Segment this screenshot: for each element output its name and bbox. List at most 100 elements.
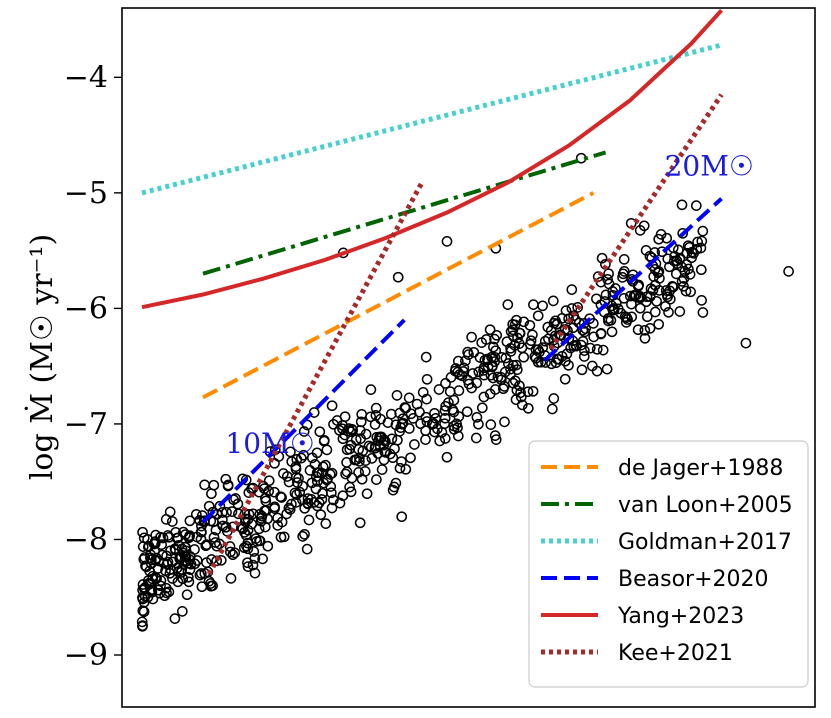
scatter-point: [173, 540, 184, 551]
scatter-point: [513, 338, 525, 349]
scatter-point: [301, 543, 313, 555]
scatter-point: [161, 558, 173, 570]
scatter-point: [403, 423, 415, 434]
scatter-point: [618, 266, 630, 277]
scatter-point: [211, 540, 223, 552]
scatter-point: [653, 318, 665, 330]
scatter-point: [548, 393, 560, 404]
scatter-point: [392, 271, 404, 283]
scatter-point: [143, 577, 155, 589]
scatter-point: [222, 480, 234, 492]
scatter-point: [253, 523, 265, 535]
scatter-point: [697, 307, 709, 318]
scatter-point: [371, 474, 382, 485]
scatter-point: [230, 493, 241, 504]
scatter-point: [669, 251, 680, 262]
scatter-point: [532, 310, 544, 322]
scatter-point: [686, 246, 698, 258]
scatter-point: [138, 606, 150, 618]
annotation-20msun: 20M☉: [665, 150, 754, 183]
scatter-point: [411, 398, 423, 410]
scatter-point: [518, 316, 530, 328]
scatter-point: [228, 494, 239, 506]
scatter-point: [275, 531, 287, 543]
scatter-point: [476, 337, 488, 348]
scatter-point: [365, 384, 377, 395]
scatter-point: [502, 299, 514, 310]
legend-label: de Jager+1988: [618, 456, 783, 481]
scatter-point: [295, 452, 307, 464]
scatter-point: [226, 506, 238, 517]
scatter-point: [439, 433, 451, 444]
legend-label: Goldman+2017: [618, 530, 792, 555]
scatter-point: [136, 616, 148, 628]
scatter-point: [360, 428, 372, 440]
legend-label: Kee+2021: [618, 641, 733, 666]
scatter-point: [236, 522, 247, 533]
scatter-point: [606, 326, 618, 338]
scatter-point: [586, 360, 598, 372]
scatter-point: [263, 475, 275, 487]
scatter-point: [195, 568, 207, 579]
scatter-point: [328, 494, 339, 506]
scatter-point: [461, 406, 473, 418]
scatter-point: [370, 440, 381, 452]
scatter-point: [276, 492, 287, 503]
scatter-point: [434, 435, 446, 447]
scatter-point: [601, 363, 613, 375]
annotation-10msun: 10M☉: [225, 427, 314, 460]
y-tick-label: −7: [64, 407, 108, 442]
scatter-point: [169, 613, 181, 624]
scatter-point: [247, 508, 259, 520]
scatter-point: [489, 430, 501, 441]
scatter-point: [537, 300, 548, 312]
scatter-point: [484, 324, 496, 336]
scatter-point: [516, 399, 528, 411]
scatter-point: [600, 289, 612, 301]
scatter-points: [136, 152, 794, 632]
scatter-point: [184, 554, 195, 565]
scatter-point: [178, 526, 189, 538]
scatter-point: [190, 508, 202, 520]
scatter-point: [441, 236, 453, 247]
scatter-point: [591, 293, 602, 305]
scatter-point: [597, 344, 609, 356]
scatter-point: [298, 426, 310, 437]
scatter-point: [696, 295, 707, 306]
scatter-point: [651, 295, 662, 307]
scatter-point: [156, 539, 167, 550]
scatter-point: [344, 481, 355, 493]
scatter-point: [405, 408, 417, 420]
y-axis: −9 −8 −7 −6 −5 −4: [64, 60, 122, 673]
scatter-point: [514, 327, 526, 339]
scatter-point: [467, 368, 479, 379]
scatter-point: [249, 567, 261, 579]
scatter-point: [189, 544, 200, 555]
scatter-point: [507, 359, 519, 371]
series-line: [201, 197, 723, 524]
scatter-point: [421, 373, 433, 385]
scatter-point: [243, 508, 255, 520]
scatter-point: [666, 281, 678, 292]
scatter-point: [433, 384, 445, 395]
scatter-point: [394, 462, 406, 474]
scatter-point: [664, 261, 675, 273]
scatter-point: [196, 520, 207, 532]
scatter-point: [140, 560, 151, 572]
scatter-point: [440, 400, 451, 412]
legend: de Jager+1988 van Loon+2005 Goldman+2017 Be…: [528, 440, 809, 688]
scatter-point: [269, 503, 280, 514]
scatter-point: [194, 569, 206, 581]
scatter-point: [681, 247, 693, 259]
scatter-point: [278, 468, 289, 479]
scatter-point: [203, 500, 215, 512]
scatter-point: [262, 540, 274, 552]
scatter-point: [527, 329, 538, 341]
scatter-point: [315, 509, 327, 521]
scatter-point: [543, 333, 554, 345]
scatter-point: [648, 271, 660, 282]
scatter-point: [661, 232, 673, 244]
scatter-point: [400, 463, 412, 475]
scatter-point: [195, 526, 207, 538]
scatter-point: [184, 564, 196, 575]
